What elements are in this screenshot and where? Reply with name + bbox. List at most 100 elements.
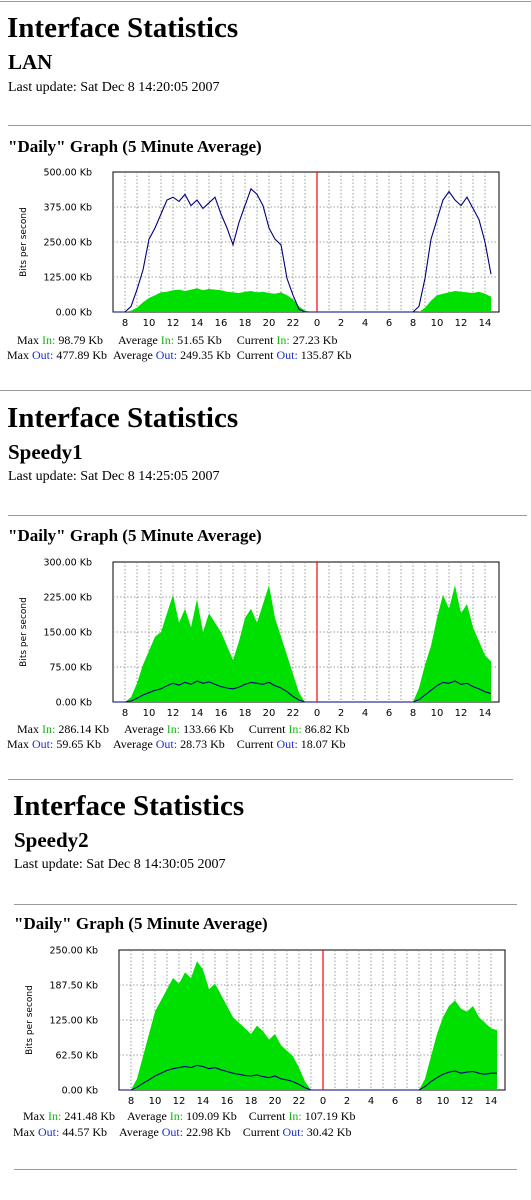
avg-out-value: 22.98 Kb (186, 1125, 231, 1139)
y-tick-label: 125.00 Kb (43, 273, 92, 284)
cur-in-value: 107.19 Kb (304, 1109, 356, 1123)
stat-out-word: Out: (155, 737, 178, 751)
graph-title: "Daily" Graph (5 Minute Average) (8, 137, 262, 156)
max-in-value: 241.48 Kb (64, 1109, 116, 1123)
x-tick-label: 22 (287, 318, 300, 329)
x-tick-label: 22 (293, 1096, 306, 1107)
stat-out-word: Out: (32, 348, 54, 362)
page-title: Interface Statistics (13, 790, 245, 822)
section-divider (14, 904, 517, 905)
x-tick-label: 18 (239, 708, 252, 719)
avg-in-value: 51.65 Kb (177, 333, 222, 347)
stat-in-word: In: (42, 333, 56, 347)
section-divider (8, 125, 531, 126)
stat-in-word: In: (42, 722, 56, 736)
avg-in-value: 109.09 Kb (186, 1109, 237, 1123)
x-tick-label: 8 (410, 708, 416, 719)
stats-in-row: Max In: 241.48 Kb Average In: 109.09 Kb … (23, 1109, 355, 1123)
x-tick-label: 12 (173, 1096, 186, 1107)
stat-label: Current (236, 333, 274, 347)
series-in-area (113, 585, 491, 702)
y-tick-label: 500.00 Kb (43, 168, 92, 179)
x-tick-label: 16 (215, 318, 228, 329)
stat-in-word: In: (48, 1109, 62, 1123)
panel-speedy1: Interface Statistics Speedy1 Last update… (0, 390, 531, 780)
stat-label: Current (236, 737, 274, 751)
x-tick-label: 14 (485, 1096, 498, 1107)
y-tick-label: 62.50 Kb (56, 1051, 98, 1062)
series-in-area (119, 961, 497, 1090)
stat-in-word: In: (166, 722, 181, 736)
cur-out-value: 135.87 Kb (300, 348, 352, 362)
stat-label: Max (13, 1125, 35, 1139)
top-divider (8, 779, 513, 780)
y-tick-label: 250.00 Kb (49, 946, 98, 957)
x-tick-label: 22 (287, 708, 300, 719)
x-tick-label: 0 (314, 318, 320, 329)
page-title: Interface Statistics (7, 12, 239, 44)
stats-out-row: Max Out: 59.65 Kb Average Out: 28.73 Kb … (7, 737, 345, 751)
series-out-line (113, 187, 492, 313)
x-tick-label: 8 (122, 708, 128, 719)
stat-out-word: Out: (282, 1125, 304, 1139)
stat-label: Current (248, 1109, 286, 1123)
x-tick-label: 14 (197, 1096, 210, 1107)
stat-label: Average (118, 333, 158, 347)
cur-out-value: 30.42 Kb (306, 1125, 352, 1139)
x-tick-label: 16 (221, 1096, 234, 1107)
y-tick-label: 250.00 Kb (43, 238, 92, 249)
cur-in-value: 86.82 Kb (304, 722, 350, 736)
x-tick-label: 2 (338, 708, 344, 719)
page-title: Interface Statistics (7, 402, 239, 434)
top-divider (0, 390, 531, 391)
y-tick-label: 125.00 Kb (49, 1016, 98, 1027)
x-tick-label: 2 (344, 1096, 350, 1107)
stat-in-word: In: (160, 333, 175, 347)
x-tick-label: 10 (431, 318, 444, 329)
x-tick-label: 10 (149, 1096, 162, 1107)
y-tick-label: 187.50 Kb (49, 981, 98, 992)
x-tick-label: 8 (128, 1096, 134, 1107)
stats-out-row: Max Out: 44.57 Kb Average Out: 22.98 Kb … (13, 1125, 351, 1139)
stat-label: Max (7, 348, 29, 362)
stats-in-row: Max In: 98.79 Kb Average In: 51.65 Kb Cu… (17, 333, 337, 347)
stat-out-word: Out: (38, 1125, 60, 1139)
x-tick-label: 10 (431, 708, 444, 719)
last-update: Last update: Sat Dec 8 14:30:05 2007 (14, 857, 226, 872)
x-tick-label: 10 (143, 708, 156, 719)
max-in-value: 98.79 Kb (58, 333, 104, 347)
x-tick-label: 6 (392, 1096, 398, 1107)
top-divider (0, 1, 531, 2)
avg-out-value: 249.35 Kb (180, 348, 231, 362)
y-tick-label: 0.00 Kb (56, 308, 92, 319)
graph-title: "Daily" Graph (5 Minute Average) (14, 914, 268, 933)
panel-lan: Interface Statistics LAN Last update: Sa… (0, 0, 531, 390)
stat-out-word: Out: (276, 348, 298, 362)
stat-out-word: Out: (155, 348, 178, 362)
x-tick-label: 14 (191, 708, 204, 719)
x-tick-label: 12 (461, 1096, 474, 1107)
stat-in-word: In: (288, 722, 302, 736)
x-tick-label: 12 (455, 708, 468, 719)
x-tick-label: 4 (362, 318, 368, 329)
stat-label: Average (113, 348, 153, 362)
y-tick-label: 150.00 Kb (43, 628, 92, 639)
x-tick-label: 18 (245, 1096, 258, 1107)
x-tick-label: 12 (167, 318, 180, 329)
y-axis-label: Bits per second (19, 207, 29, 277)
last-update: Last update: Sat Dec 8 14:20:05 2007 (8, 80, 220, 95)
series-in-area (113, 288, 491, 312)
y-axis-label: Bits per second (25, 985, 35, 1055)
x-tick-label: 14 (479, 318, 492, 329)
interface-name: Speedy1 (8, 440, 83, 464)
stat-label: Max (23, 1109, 45, 1123)
chart-speedy1: 8 10 12 14 16 18 20 22 0 2 4 6 8 10 12 14 300.00 Kb 225.0… (19, 558, 500, 719)
stat-in-word: In: (288, 1109, 302, 1123)
x-tick-label: 8 (410, 318, 416, 329)
avg-in-value: 133.66 Kb (183, 722, 234, 736)
stat-label: Current (248, 722, 286, 736)
stats-out-row: Max Out: 477.89 Kb Average Out: 249.35 K… (7, 348, 351, 362)
x-tick-label: 6 (386, 708, 392, 719)
stat-label: Current (236, 348, 274, 362)
cur-in-value: 27.23 Kb (292, 333, 338, 347)
